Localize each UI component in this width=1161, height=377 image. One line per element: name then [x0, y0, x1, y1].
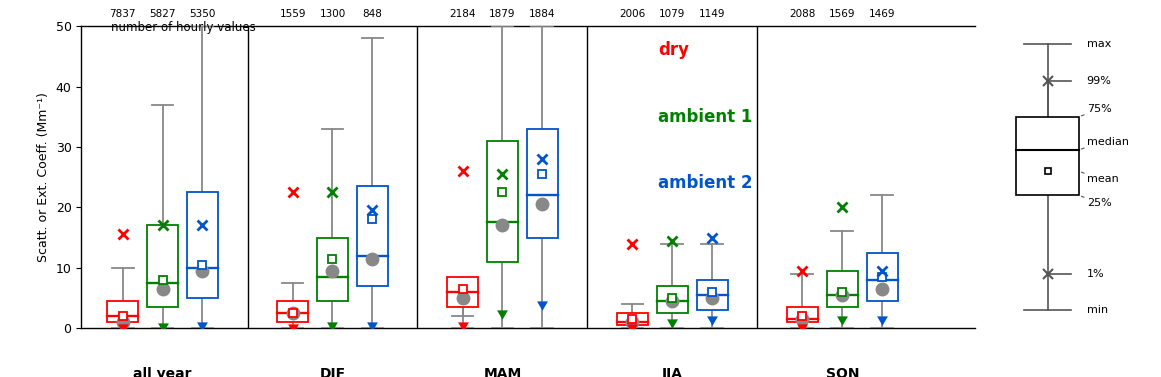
- Bar: [356, 186, 388, 286]
- Bar: [657, 286, 687, 313]
- Text: 7837: 7837: [109, 9, 136, 19]
- Text: max: max: [1087, 40, 1111, 49]
- Text: ambient 2: ambient 2: [658, 174, 752, 192]
- Text: 1884: 1884: [529, 9, 556, 19]
- Text: SON: SON: [825, 367, 859, 377]
- Bar: [277, 301, 308, 322]
- Text: dry: dry: [658, 41, 688, 60]
- Text: DJF: DJF: [319, 367, 346, 377]
- Text: 25%: 25%: [1087, 198, 1111, 208]
- Bar: [317, 238, 348, 301]
- Text: mean: mean: [1087, 174, 1118, 184]
- Text: 1149: 1149: [699, 9, 726, 19]
- Text: 848: 848: [362, 9, 382, 19]
- Text: 1300: 1300: [319, 9, 346, 19]
- Bar: [866, 253, 897, 301]
- Text: min: min: [1087, 305, 1108, 315]
- Text: number of hourly values: number of hourly values: [110, 21, 255, 34]
- Text: 5827: 5827: [150, 9, 175, 19]
- Bar: [787, 307, 817, 322]
- Text: 1559: 1559: [280, 9, 305, 19]
- Text: 2006: 2006: [619, 9, 646, 19]
- Bar: [486, 141, 518, 262]
- Bar: [697, 280, 728, 310]
- Bar: [107, 301, 138, 322]
- Text: 1569: 1569: [829, 9, 856, 19]
- Bar: [527, 129, 557, 238]
- Bar: [827, 271, 858, 307]
- Bar: [616, 313, 648, 325]
- Text: JJA: JJA: [662, 367, 683, 377]
- Y-axis label: Scatt. or Ext. Coeff. (Mm⁻¹): Scatt. or Ext. Coeff. (Mm⁻¹): [37, 92, 50, 262]
- Bar: [187, 192, 218, 298]
- Bar: [1016, 117, 1079, 195]
- Text: MAM: MAM: [483, 367, 521, 377]
- Text: 99%: 99%: [1087, 76, 1111, 86]
- Bar: [147, 225, 178, 307]
- Text: 5350: 5350: [189, 9, 216, 19]
- Text: 1879: 1879: [489, 9, 515, 19]
- Text: median: median: [1087, 137, 1128, 147]
- Text: ambient 1: ambient 1: [658, 108, 752, 126]
- Text: 1%: 1%: [1087, 269, 1104, 279]
- Text: 1079: 1079: [659, 9, 685, 19]
- Text: 1469: 1469: [868, 9, 895, 19]
- Text: all year: all year: [134, 367, 192, 377]
- Text: 2088: 2088: [789, 9, 815, 19]
- Text: 75%: 75%: [1087, 104, 1111, 114]
- Bar: [447, 277, 478, 307]
- Text: 2184: 2184: [449, 9, 476, 19]
